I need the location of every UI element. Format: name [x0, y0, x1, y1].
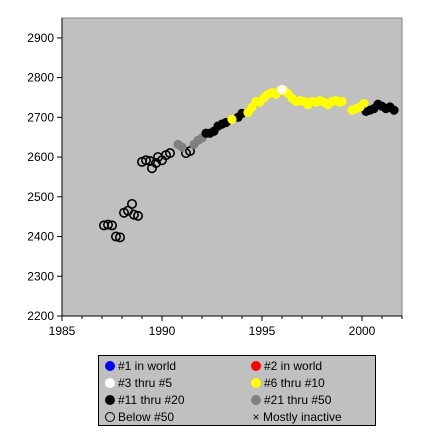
data-point — [151, 158, 162, 169]
data-point — [103, 219, 114, 230]
data-point — [227, 114, 237, 124]
legend-label: #21 thru #50 — [264, 393, 332, 407]
data-point — [129, 209, 140, 220]
rating-chart: 2200 2300 2400 2500 2600 2700 2800 2900 1985 1990… — [27, 17, 403, 338]
data-point — [165, 148, 176, 159]
data-point — [177, 142, 187, 152]
plot-area — [61, 17, 403, 317]
y-tick-label: 2500 — [27, 190, 54, 204]
data-points — [99, 84, 399, 243]
legend-label: #3 thru #5 — [118, 376, 173, 390]
y-tick-label: 2700 — [27, 110, 54, 124]
data-point — [359, 98, 369, 109]
x-tick-label: 1995 — [249, 324, 276, 338]
y-tick-label: 2400 — [27, 230, 54, 244]
y-tick-label: 2300 — [27, 269, 54, 283]
data-point — [133, 210, 144, 221]
legend-label: #6 thru #10 — [264, 376, 325, 390]
legend-marker — [251, 361, 261, 371]
data-point — [141, 155, 152, 166]
legend-item-1: #1 in world — [105, 358, 176, 374]
data-point — [115, 232, 126, 243]
y-tick-label: 2800 — [27, 71, 54, 85]
y-tick-label: 2900 — [27, 31, 54, 45]
x-tick-label: 2000 — [349, 324, 376, 338]
data-point — [145, 156, 156, 167]
data-point — [185, 146, 196, 157]
legend-marker — [105, 395, 115, 405]
data-point — [337, 96, 347, 107]
legend-marker — [105, 378, 115, 388]
x-tick-label: 1990 — [149, 324, 176, 338]
legend-item-7: Below #50 — [105, 409, 174, 425]
legend-label: #11 thru #20 — [118, 393, 185, 407]
legend-label: Mostly inactive — [263, 410, 342, 424]
legend-item-2: #2 in world — [251, 358, 322, 374]
data-point — [127, 198, 138, 209]
legend-marker — [105, 361, 115, 371]
x-marker-icon: × — [252, 410, 260, 424]
legend-marker — [105, 412, 115, 422]
legend-item-3: #3 thru #5 — [105, 375, 172, 391]
legend: #1 in world #2 in world #3 thru #5 #6 th… — [98, 355, 376, 426]
legend-label: Below #50 — [118, 410, 175, 424]
legend-marker — [251, 395, 261, 405]
data-point — [107, 220, 118, 231]
legend-label: #1 in world — [118, 359, 177, 373]
data-point — [389, 105, 399, 115]
legend-item-5: #11 thru #20 — [105, 392, 185, 408]
data-point — [111, 231, 122, 242]
axes: 2200 2300 2400 2500 2600 2700 2800 2900 1985 1990… — [27, 18, 403, 338]
y-tick-label: 2600 — [27, 150, 54, 164]
legend-label: #2 in world — [264, 359, 323, 373]
data-point — [277, 84, 287, 95]
y-tick-label: 2200 — [27, 309, 54, 323]
x-tick-label: 1985 — [49, 324, 76, 338]
legend-marker — [251, 378, 261, 388]
legend-item-6: #21 thru #50 — [251, 392, 331, 408]
legend-item-8: × Mostly inactive — [251, 409, 342, 425]
legend-item-4: #6 thru #10 — [251, 375, 325, 391]
